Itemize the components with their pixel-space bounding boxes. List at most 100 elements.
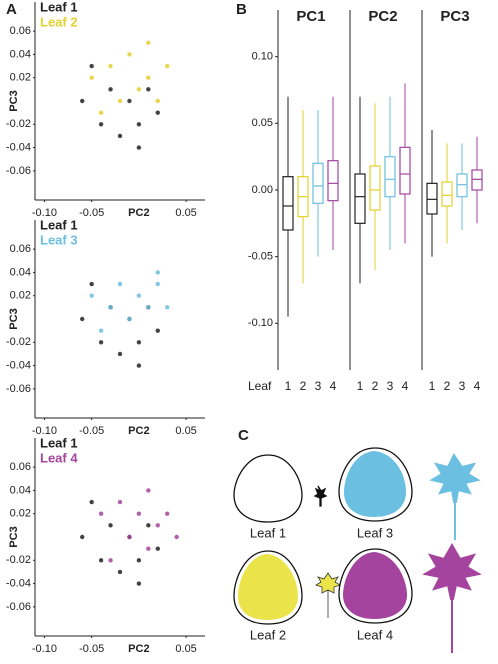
box xyxy=(312,162,324,204)
y-tick-label: -0.02 xyxy=(6,118,31,130)
y-tick-label: -0.04 xyxy=(6,577,31,589)
y-tick-label: 0.06 xyxy=(10,25,31,37)
point xyxy=(117,281,123,287)
point xyxy=(136,581,142,586)
point xyxy=(146,546,151,551)
panel-label: C xyxy=(238,427,249,444)
chart-title: PC1 xyxy=(296,8,325,25)
legend-label: Leaf 3 xyxy=(40,232,78,247)
y-tick-label: -0.06 xyxy=(6,165,31,177)
leaf-diagram xyxy=(233,447,482,653)
x-tick-label: 4 xyxy=(330,379,337,393)
point xyxy=(136,293,142,298)
x-tick-label: -0.05 xyxy=(79,207,104,219)
point xyxy=(108,305,113,310)
x-tick-label: 3 xyxy=(459,379,466,393)
y-tick-label: -0.06 xyxy=(6,383,31,395)
x-tick-label: 0.05 xyxy=(175,425,196,437)
point xyxy=(108,63,113,69)
y-axis-label: PC3 xyxy=(8,90,20,111)
box xyxy=(369,165,381,211)
x-tick-label: 4 xyxy=(402,379,409,393)
y-tick-label: 0.00 xyxy=(252,184,273,196)
point xyxy=(98,340,104,345)
point xyxy=(117,499,123,505)
point xyxy=(146,488,151,493)
point xyxy=(155,270,160,275)
legend-label: Leaf 1 xyxy=(40,435,78,450)
x-tick-label: 3 xyxy=(315,379,322,393)
y-tick-label: -0.05 xyxy=(248,251,273,263)
y-tick-label: 0.02 xyxy=(10,72,31,84)
point xyxy=(89,63,94,69)
point xyxy=(117,98,123,104)
point xyxy=(155,98,160,104)
leaf-icon xyxy=(422,542,482,653)
leaf-label: Leaf 3 xyxy=(357,525,393,540)
point xyxy=(155,546,160,551)
leaf-shape xyxy=(344,451,406,517)
point xyxy=(136,363,142,368)
point xyxy=(98,328,104,333)
point xyxy=(89,75,94,80)
y-tick-label: 0.04 xyxy=(10,266,31,278)
panel-label: B xyxy=(236,1,247,18)
point xyxy=(136,340,142,345)
point xyxy=(146,87,151,92)
point xyxy=(155,281,160,287)
point xyxy=(98,110,104,115)
leaf-label: Leaf 4 xyxy=(357,627,393,642)
point xyxy=(117,569,123,575)
leaf-icon xyxy=(313,485,328,507)
point xyxy=(117,351,123,357)
point xyxy=(108,558,113,563)
x-tick-label: 2 xyxy=(300,379,307,393)
leaf-label: Leaf 2 xyxy=(250,627,286,642)
x-tick-label: 1 xyxy=(357,379,364,393)
chart-title: PC2 xyxy=(368,8,397,25)
point xyxy=(98,122,104,127)
box xyxy=(354,173,366,224)
x-tick-label: -0.10 xyxy=(32,425,57,437)
point xyxy=(165,511,170,516)
y-tick-label: -0.10 xyxy=(248,317,273,329)
point xyxy=(98,558,104,563)
point xyxy=(127,534,132,540)
x-tick-label: 1 xyxy=(285,379,292,393)
x-axis-label: PC2 xyxy=(128,425,149,437)
legend-label: Leaf 1 xyxy=(40,0,78,14)
point xyxy=(89,281,94,287)
y-tick-label: 0.02 xyxy=(10,290,31,302)
x-tick-label: 0.05 xyxy=(175,643,196,655)
x-tick-label: -0.05 xyxy=(79,643,104,655)
legend-label: Leaf 4 xyxy=(40,450,78,465)
y-tick-label: -0.04 xyxy=(6,141,31,153)
leaf-label: Leaf 1 xyxy=(250,525,286,540)
y-tick-label: 0.06 xyxy=(10,461,31,473)
y-tick-label: 0.10 xyxy=(252,51,273,63)
x-tick-label: 1 xyxy=(429,379,436,393)
y-tick-label: -0.04 xyxy=(6,359,31,371)
x-tick-label: -0.05 xyxy=(79,425,104,437)
point xyxy=(136,87,142,92)
point xyxy=(89,499,94,505)
x-tick-label: 2 xyxy=(444,379,451,393)
x-axis-label: PC2 xyxy=(128,207,149,219)
y-tick-label: 0.04 xyxy=(10,484,31,496)
x-tick-label: 3 xyxy=(387,379,394,393)
y-tick-label: -0.02 xyxy=(6,336,31,348)
leaf-icon xyxy=(429,453,481,540)
point xyxy=(80,534,85,540)
point xyxy=(146,523,151,528)
x-tick-label: 0.05 xyxy=(175,207,196,219)
leaf-shape xyxy=(238,554,298,620)
panel-label: A xyxy=(6,1,17,18)
point xyxy=(80,316,85,322)
point xyxy=(146,305,151,310)
point xyxy=(155,523,160,528)
leaf-outline xyxy=(233,454,303,523)
y-axis-label: PC3 xyxy=(8,308,20,329)
point xyxy=(127,316,132,322)
point xyxy=(165,63,170,69)
box xyxy=(384,156,396,198)
